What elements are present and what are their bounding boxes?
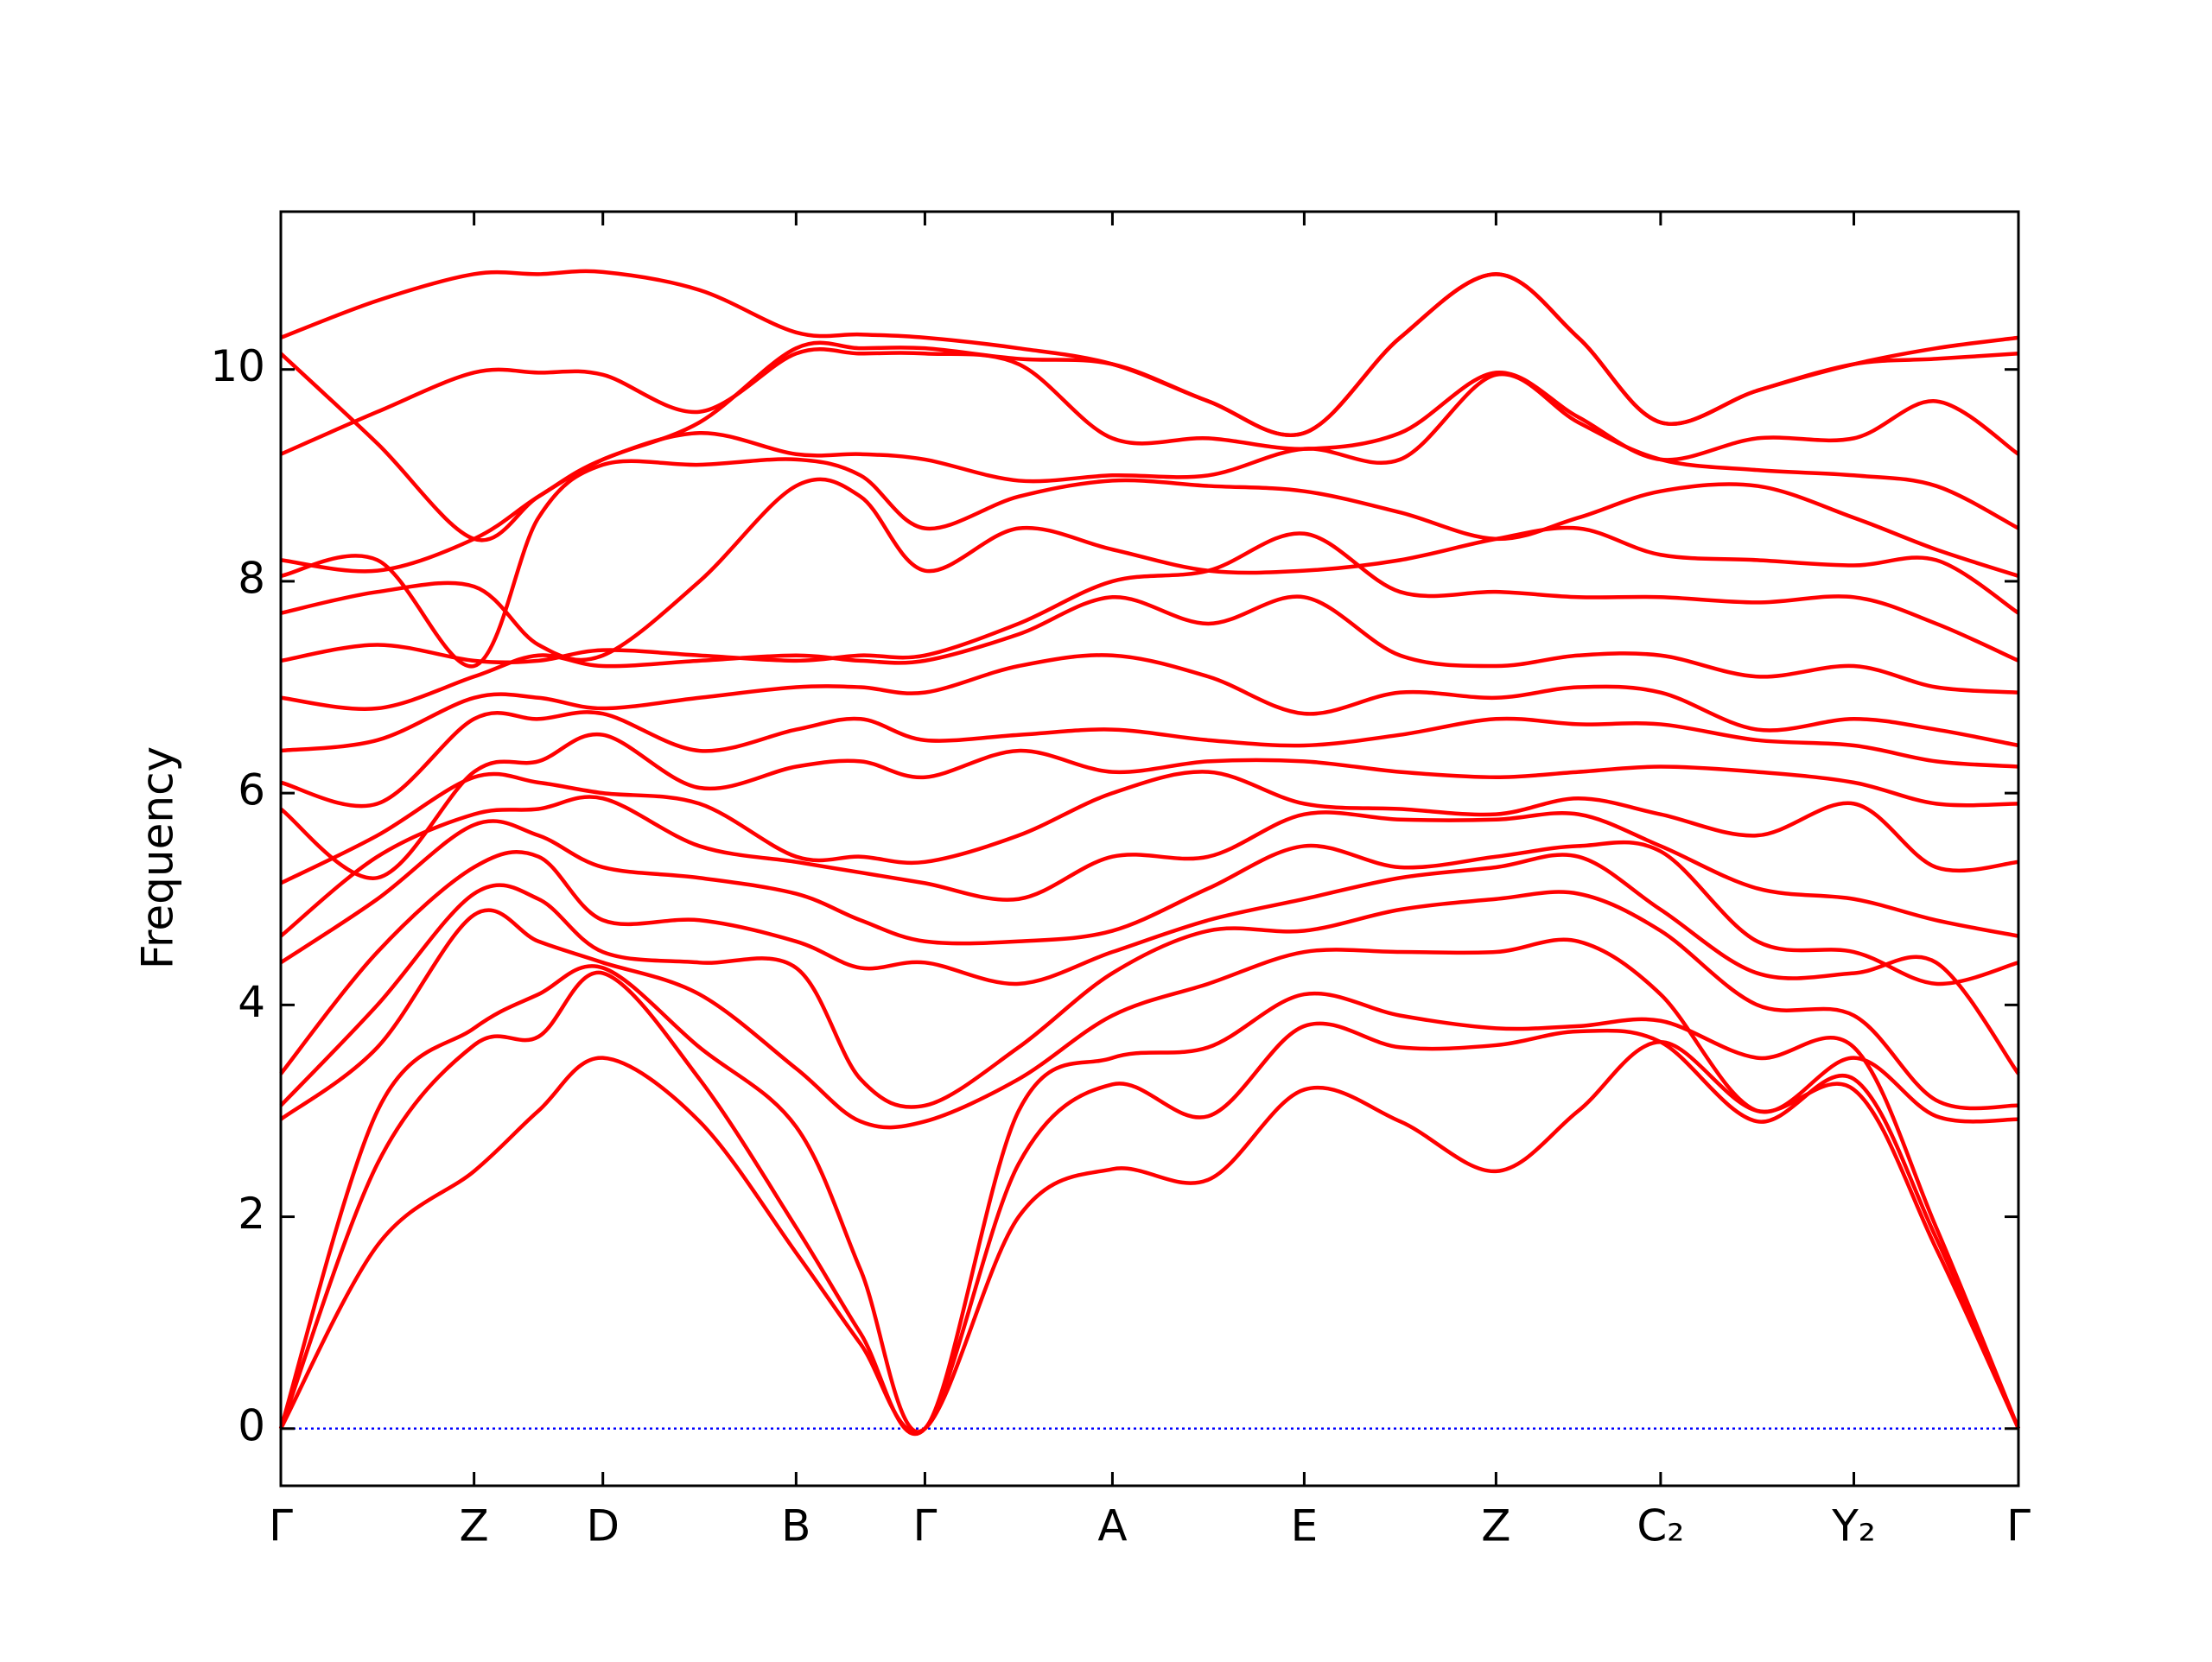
x-tick-label: A [1097,1501,1127,1551]
band-line [280,477,2020,663]
x-tick-label: Y₂ [1831,1501,1876,1551]
y-tick-label: 0 [238,1400,265,1450]
y-tick-label: 10 [210,341,265,391]
x-tick-label: Z [459,1501,488,1551]
x-tick-label: B [781,1501,810,1551]
x-tick-label: D [586,1501,620,1551]
band-line [280,371,2020,574]
band-line [279,850,2020,1075]
plot-frame [279,210,2020,1488]
band-line [278,970,2021,1437]
band-line [279,908,2019,1130]
x-tick-label: Γ [2006,1501,2031,1551]
band-line [279,883,2019,1111]
x-tick-label: Γ [912,1501,937,1551]
y-tick-label: 4 [238,977,265,1027]
band-line [280,653,2019,753]
band-line [279,819,2019,986]
band-line [280,594,2019,711]
band-line [279,732,2019,880]
band-line [279,272,2019,542]
band-line [280,269,2019,437]
band-line [279,1040,2021,1435]
band-line [280,457,2019,669]
x-tick-label: E [1291,1501,1319,1551]
band-line [280,347,2020,462]
band-line [278,964,2021,1434]
y-axis-label: Frequency [133,746,183,969]
band-line [280,770,2019,885]
x-tick-label: C₂ [1637,1501,1684,1551]
y-tick-label: 8 [238,553,265,603]
y-tick-label: 2 [238,1189,265,1239]
y-tick-label: 6 [238,765,265,815]
band-line [280,531,2019,665]
band-line [279,795,2019,938]
band-line [280,710,2019,809]
x-tick-label: Γ [269,1501,293,1551]
x-tick-label: Z [1481,1501,1510,1551]
